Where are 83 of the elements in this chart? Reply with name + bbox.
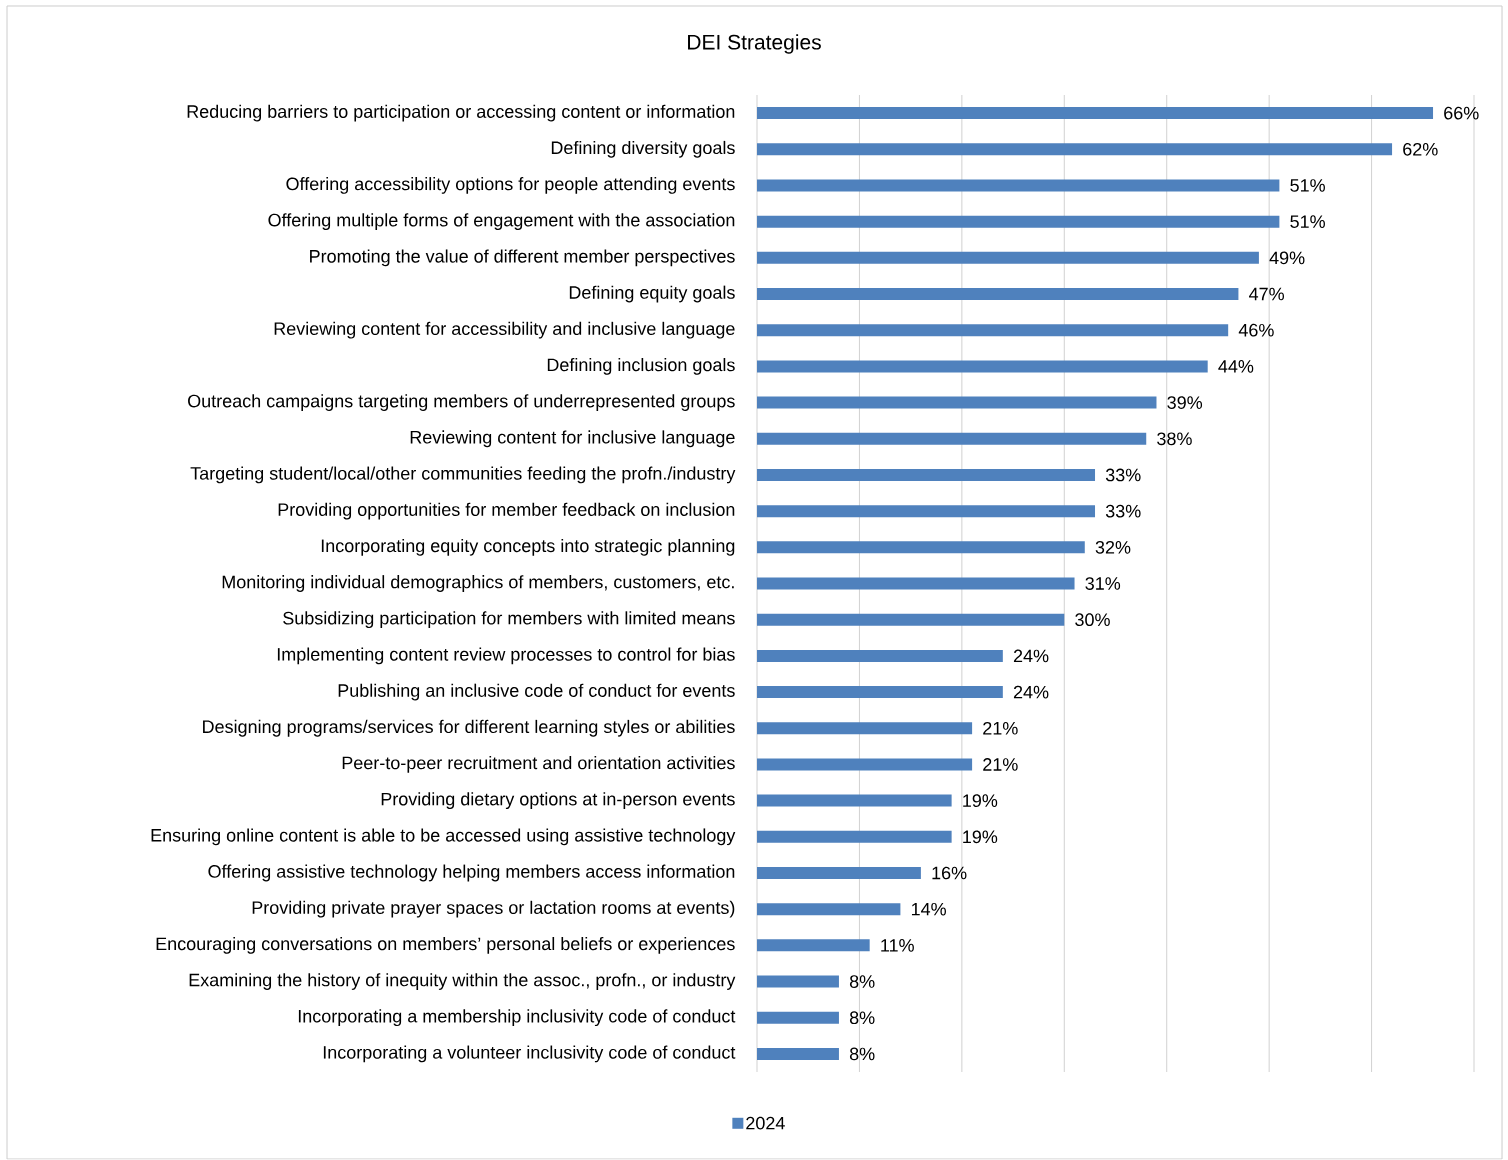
y-tick-label: Offering multiple forms of engagement with the association: [268, 213, 735, 231]
data-label: 19%: [963, 794, 998, 808]
y-tick-label: Reducing barriers to participation or accessing content or information: [187, 104, 735, 122]
bar: [757, 360, 1208, 373]
bar: [757, 1048, 839, 1061]
legend-label: 2024: [746, 1117, 785, 1130]
data-label: 32%: [1095, 541, 1131, 554]
bar: [757, 975, 839, 988]
y-tick-label: Ensuring online content is able to be accessed using assistive technology: [151, 828, 736, 846]
data-label: 8%: [849, 1047, 875, 1061]
chart-title: DEI Strategies: [688, 34, 821, 55]
y-tick-label: Designing programs/services for different learning styles or abilities: [203, 720, 735, 737]
data-label: 33%: [1105, 505, 1141, 518]
bar: [757, 107, 1434, 120]
bar: [757, 650, 1003, 663]
data-label: 8%: [849, 975, 875, 989]
y-tick-label: Offering accessibility options for people attending events: [286, 177, 735, 195]
bar: [757, 686, 1003, 699]
bar: [757, 758, 973, 771]
y-tick-label: Offering assistive technology helping members access information: [208, 864, 735, 882]
data-label: 24%: [1013, 649, 1049, 663]
y-tick-label: Incorporating a volunteer inclusivity code of conduct: [323, 1045, 736, 1063]
y-tick-label: Reviewing content for inclusive language: [410, 430, 735, 448]
data-label: 46%: [1238, 324, 1274, 337]
bar: [757, 867, 921, 880]
data-label: 51%: [1290, 215, 1325, 229]
bar: [757, 1011, 839, 1024]
y-tick-label: Publishing an inclusive code of conduct for events: [338, 683, 735, 701]
y-tick-label: Reviewing content for accessibility and inclusive language: [274, 322, 735, 339]
data-label: 21%: [983, 758, 1018, 772]
bar: [757, 396, 1157, 409]
bar: [757, 613, 1065, 626]
y-tick-label: Defining diversity goals: [551, 141, 735, 158]
data-label: 8%: [849, 1011, 875, 1025]
bar: [757, 903, 901, 916]
y-tick-label: Outreach campaigns targeting members of underrepresented groups: [188, 394, 735, 412]
data-label: 47%: [1249, 287, 1284, 301]
bar: [757, 179, 1280, 192]
y-tick-label: Defining inclusion goals: [547, 358, 735, 376]
data-label: 38%: [1157, 432, 1192, 446]
data-label: 11%: [881, 939, 914, 952]
data-label: 51%: [1290, 179, 1325, 193]
data-label: 16%: [932, 866, 967, 880]
data-label: 33%: [1105, 468, 1141, 482]
y-tick-label: Monitoring individual demographics of members, customers, etc.: [222, 575, 734, 593]
y-tick-label: Implementing content review processes to control for bias: [277, 647, 735, 665]
data-label: 49%: [1269, 251, 1305, 265]
bar: [757, 722, 973, 735]
y-tick-label: Incorporating a membership inclusivity code of conduct: [298, 1009, 736, 1027]
y-tick-label: Providing opportunities for member feedback on inclusion: [278, 502, 735, 520]
y-tick-label: Providing dietary options at in-person events: [381, 792, 735, 810]
bar: [757, 433, 1147, 446]
bar: [757, 939, 870, 952]
data-label: 30%: [1075, 613, 1110, 627]
y-tick-label: Targeting student/local/other communities feeding the profn./industry: [190, 466, 736, 484]
bar: [757, 577, 1075, 590]
bar: [757, 541, 1085, 554]
bar: [757, 831, 952, 844]
data-label: 31%: [1085, 577, 1121, 591]
bar: [757, 143, 1393, 156]
y-tick-label: Examining the history of inequity within the assoc., profn., or industry: [189, 973, 736, 991]
data-label: 21%: [983, 722, 1018, 735]
y-tick-label: Encouraging conversations on members’ personal beliefs or experiences: [156, 937, 735, 954]
bar: [757, 505, 1096, 518]
data-label: 24%: [1013, 685, 1049, 699]
data-label: 62%: [1403, 143, 1438, 156]
data-label: 39%: [1167, 396, 1203, 410]
data-label: 19%: [963, 830, 998, 844]
bar: [757, 324, 1229, 337]
y-tick-label: Defining equity goals: [569, 285, 735, 303]
bar: [757, 469, 1096, 482]
data-label: 44%: [1218, 360, 1254, 373]
data-label: 66%: [1444, 106, 1479, 120]
bar: [757, 794, 952, 807]
y-tick-label: Providing private prayer spaces or lactation rooms at events): [252, 901, 735, 918]
bar: [757, 252, 1259, 265]
bar: [757, 288, 1239, 301]
y-tick-label: Incorporating equity concepts into strategic planning: [321, 539, 735, 556]
y-tick-label: Peer-to-peer recruitment and orientation activities: [342, 756, 735, 774]
y-tick-label: Subsidizing participation for members with limited means: [283, 611, 735, 629]
bar: [757, 215, 1280, 228]
y-tick-label: Promoting the value of different member perspectives: [310, 249, 735, 267]
data-label: 14%: [911, 903, 946, 916]
